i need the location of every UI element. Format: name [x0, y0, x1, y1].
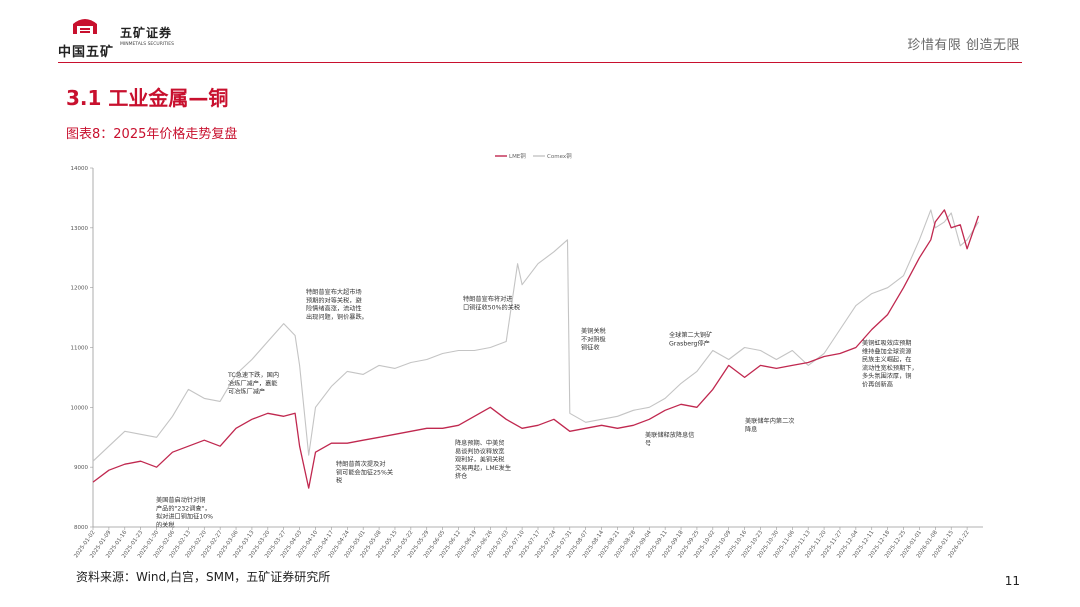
y-tick-label: 12000 — [71, 286, 89, 292]
annotation-text: 美铜关税不对阴极铜征收 — [581, 327, 606, 352]
annotation-text: 美铜虹吸效应预期维持叠加全球资源民族主义崛起，在流动性宽松预期下，多头氛围浓厚，… — [862, 339, 918, 389]
annotation-text: 美国普启动针对铜产品的"232调查"，拟对进口铜加征10%的关税 — [156, 496, 213, 529]
y-tick-label: 9000 — [74, 465, 88, 471]
chart-axes: 8000900010000110001200013000140002025-01… — [71, 166, 983, 559]
section-title: 3.1 工业金属—铜 — [66, 86, 229, 110]
legend-label: Comex铜 — [547, 152, 572, 160]
company-logo: 中国五矿 五矿证券 MINMETALS SECURITIES — [58, 12, 178, 60]
legend-label: LME铜 — [509, 152, 526, 160]
series-line-lme — [92, 209, 980, 489]
page-number: 11 — [1004, 574, 1020, 588]
annotation-text: 特朗普宣布将对进口铜征收50%的关税 — [463, 295, 520, 311]
annotation-text: 美联储释放降息信号 — [645, 431, 695, 447]
annotation-text: TC急速下跌，国内冶炼厂减产，嘉能可冶炼厂减产 — [227, 371, 279, 396]
chart-series — [92, 209, 980, 489]
y-tick-label: 14000 — [71, 166, 89, 172]
chart-annotations: 美国普启动针对铜产品的"232调查"，拟对进口铜加征10%的关税 TC急速下跌，国… — [156, 288, 918, 529]
annotation-text: 全球第二大铜矿 Grasberg停产 — [669, 331, 712, 347]
figure-title: 图表8：2025年价格走势复盘 — [66, 127, 238, 142]
minmetals-emblem-icon — [73, 19, 97, 34]
brand-name: 五矿证券 — [120, 26, 173, 40]
series-line-comex — [92, 209, 979, 462]
company-name-cn: 中国五矿 — [58, 45, 115, 60]
slogan: 珍惜有限 创造无限 — [907, 38, 1020, 53]
annotation-text: 美联储年内第二次降息 — [745, 417, 795, 433]
y-tick-label: 8000 — [74, 525, 88, 531]
annotation-text: 降息预期、中美贸易谈判协议释放宽观利好，美铜关税交易再起，LME发生挤仓 — [455, 439, 511, 480]
chart-legend: LME铜 Comex铜 — [495, 152, 572, 160]
source-note: 资料来源：Wind,白宫，SMM，五矿证券研究所 — [76, 570, 331, 584]
annotation-text: 特朗普首次提及对铜可能会加征25%关税 — [336, 460, 393, 485]
y-tick-label: 13000 — [71, 226, 89, 232]
header-divider — [58, 62, 1022, 63]
annotation-text: 特朗普宣布大超市场预期的对等关税，避险情绪高涨，流动性出现问题，铜价暴跌。 — [306, 288, 368, 321]
y-tick-label: 10000 — [71, 405, 89, 411]
brand-name-en: MINMETALS SECURITIES — [120, 42, 174, 47]
y-tick-label: 11000 — [71, 346, 89, 352]
